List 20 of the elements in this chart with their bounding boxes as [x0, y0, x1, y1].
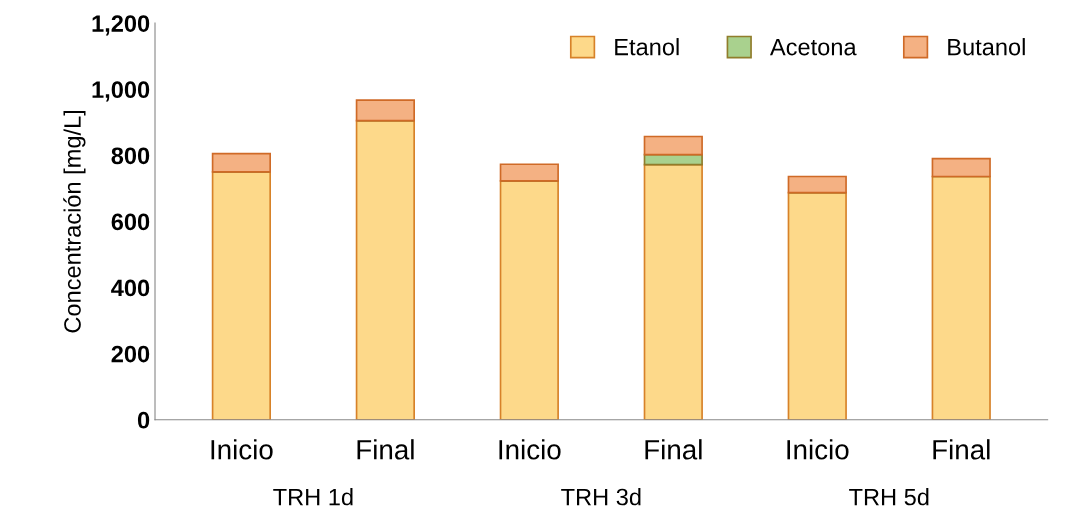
- y-tick-label: 0: [137, 411, 150, 429]
- y-tick-label: 1,200: [92, 15, 150, 36]
- y-tick-label: 1,000: [92, 81, 150, 102]
- x-tick-label: Inicio: [499, 439, 561, 460]
- legend-label: Butanol: [948, 38, 1025, 56]
- text: TRH 1d: [273, 488, 353, 506]
- text: TRH 5d: [849, 488, 929, 506]
- legend-label: Etanol: [615, 38, 679, 56]
- x-tick-label: Inicio: [787, 439, 849, 460]
- legend-label: Acetona: [769, 38, 857, 56]
- y-axis-title: Concentración [mg/L]: [63, 110, 86, 333]
- x-tick-label: Final: [933, 439, 990, 460]
- y-tick-label: 600: [111, 213, 150, 231]
- x-tick-label: Final: [357, 439, 414, 460]
- y-tick-label: 800: [111, 147, 150, 165]
- text: TRH 3d: [561, 488, 641, 506]
- x-tick-label: Final: [645, 439, 702, 460]
- y-tick-label: 200: [111, 345, 150, 363]
- y-tick-label: 400: [111, 279, 150, 297]
- x-tick-label: Inicio: [211, 439, 273, 460]
